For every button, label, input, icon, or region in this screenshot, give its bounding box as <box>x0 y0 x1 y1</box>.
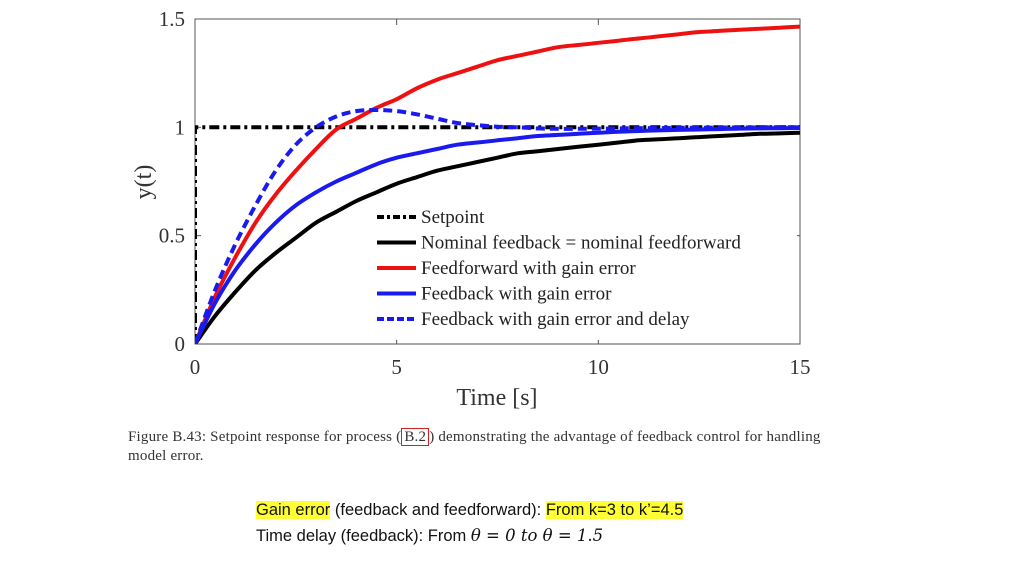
gain-error-scope: (feedback and feedforward): <box>330 501 546 519</box>
legend-label-setpoint: Setpoint <box>421 207 485 228</box>
series-layer <box>195 24 800 344</box>
gain-error-note: Gain error (feedback and feedforward): F… <box>256 497 684 523</box>
legend-label-feedforward-with-gain-error: Feedforward with gain error <box>421 258 636 279</box>
legend-label-nominal-feedback-nominal-feedforward: Nominal feedback = nominal feedforward <box>421 233 741 254</box>
series-line-nominal-feedback-nominal-feedforward <box>195 130 800 344</box>
legend: Setpoint Nominal feedback = nominal feedf… <box>372 203 797 340</box>
x-tick-label-2: 10 <box>588 355 609 379</box>
delay-change: θ = 0 to θ = 1.5 <box>470 526 604 545</box>
legend-box <box>372 203 797 340</box>
series-line-feedback-with-gain-error <box>195 126 800 344</box>
figure-caption: Figure B.43: Setpoint response for proce… <box>128 428 828 466</box>
caption-prefix: Figure B.43: Setpoint response for proce… <box>128 429 402 445</box>
legend-label-feedback-with-gain-error-and-delay: Feedback with gain error and delay <box>421 309 690 330</box>
delay-note: Time delay (feedback): From θ = 0 to θ =… <box>256 523 683 549</box>
legend-label-feedback-with-gain-error: Feedback with gain error <box>421 284 612 305</box>
y-tick-label-1: 0.5 <box>159 224 185 248</box>
x-tick-label-1: 5 <box>391 355 402 379</box>
gain-error-change: From k=3 to k’=4.5 <box>545 501 684 519</box>
y-axis-label: y(t) <box>131 165 157 200</box>
y-tick-label-0: 0 <box>175 332 186 356</box>
x-tick-label-0: 0 <box>190 355 201 379</box>
axis-tick-labels: 0 5 10 15 0 0.5 1 1.5 <box>159 7 811 379</box>
caption-suffix: ) demonstrating the advantage of feedbac… <box>128 429 821 464</box>
x-axis-label: Time [s] <box>456 385 537 411</box>
series-line-feedforward-with-gain-error <box>195 24 800 344</box>
y-tick-label-3: 1.5 <box>159 7 185 31</box>
y-tick-label-2: 1 <box>175 115 186 139</box>
notes: Gain error (feedback and feedforward): F… <box>256 497 684 549</box>
x-tick-label-3: 15 <box>790 355 811 379</box>
gain-error-label: Gain error <box>256 501 331 519</box>
series-line-feedback-with-gain-error-and-delay <box>195 108 800 344</box>
delay-label: Time delay (feedback): From <box>256 527 471 545</box>
caption-reference-link[interactable]: B.2 <box>401 428 430 446</box>
